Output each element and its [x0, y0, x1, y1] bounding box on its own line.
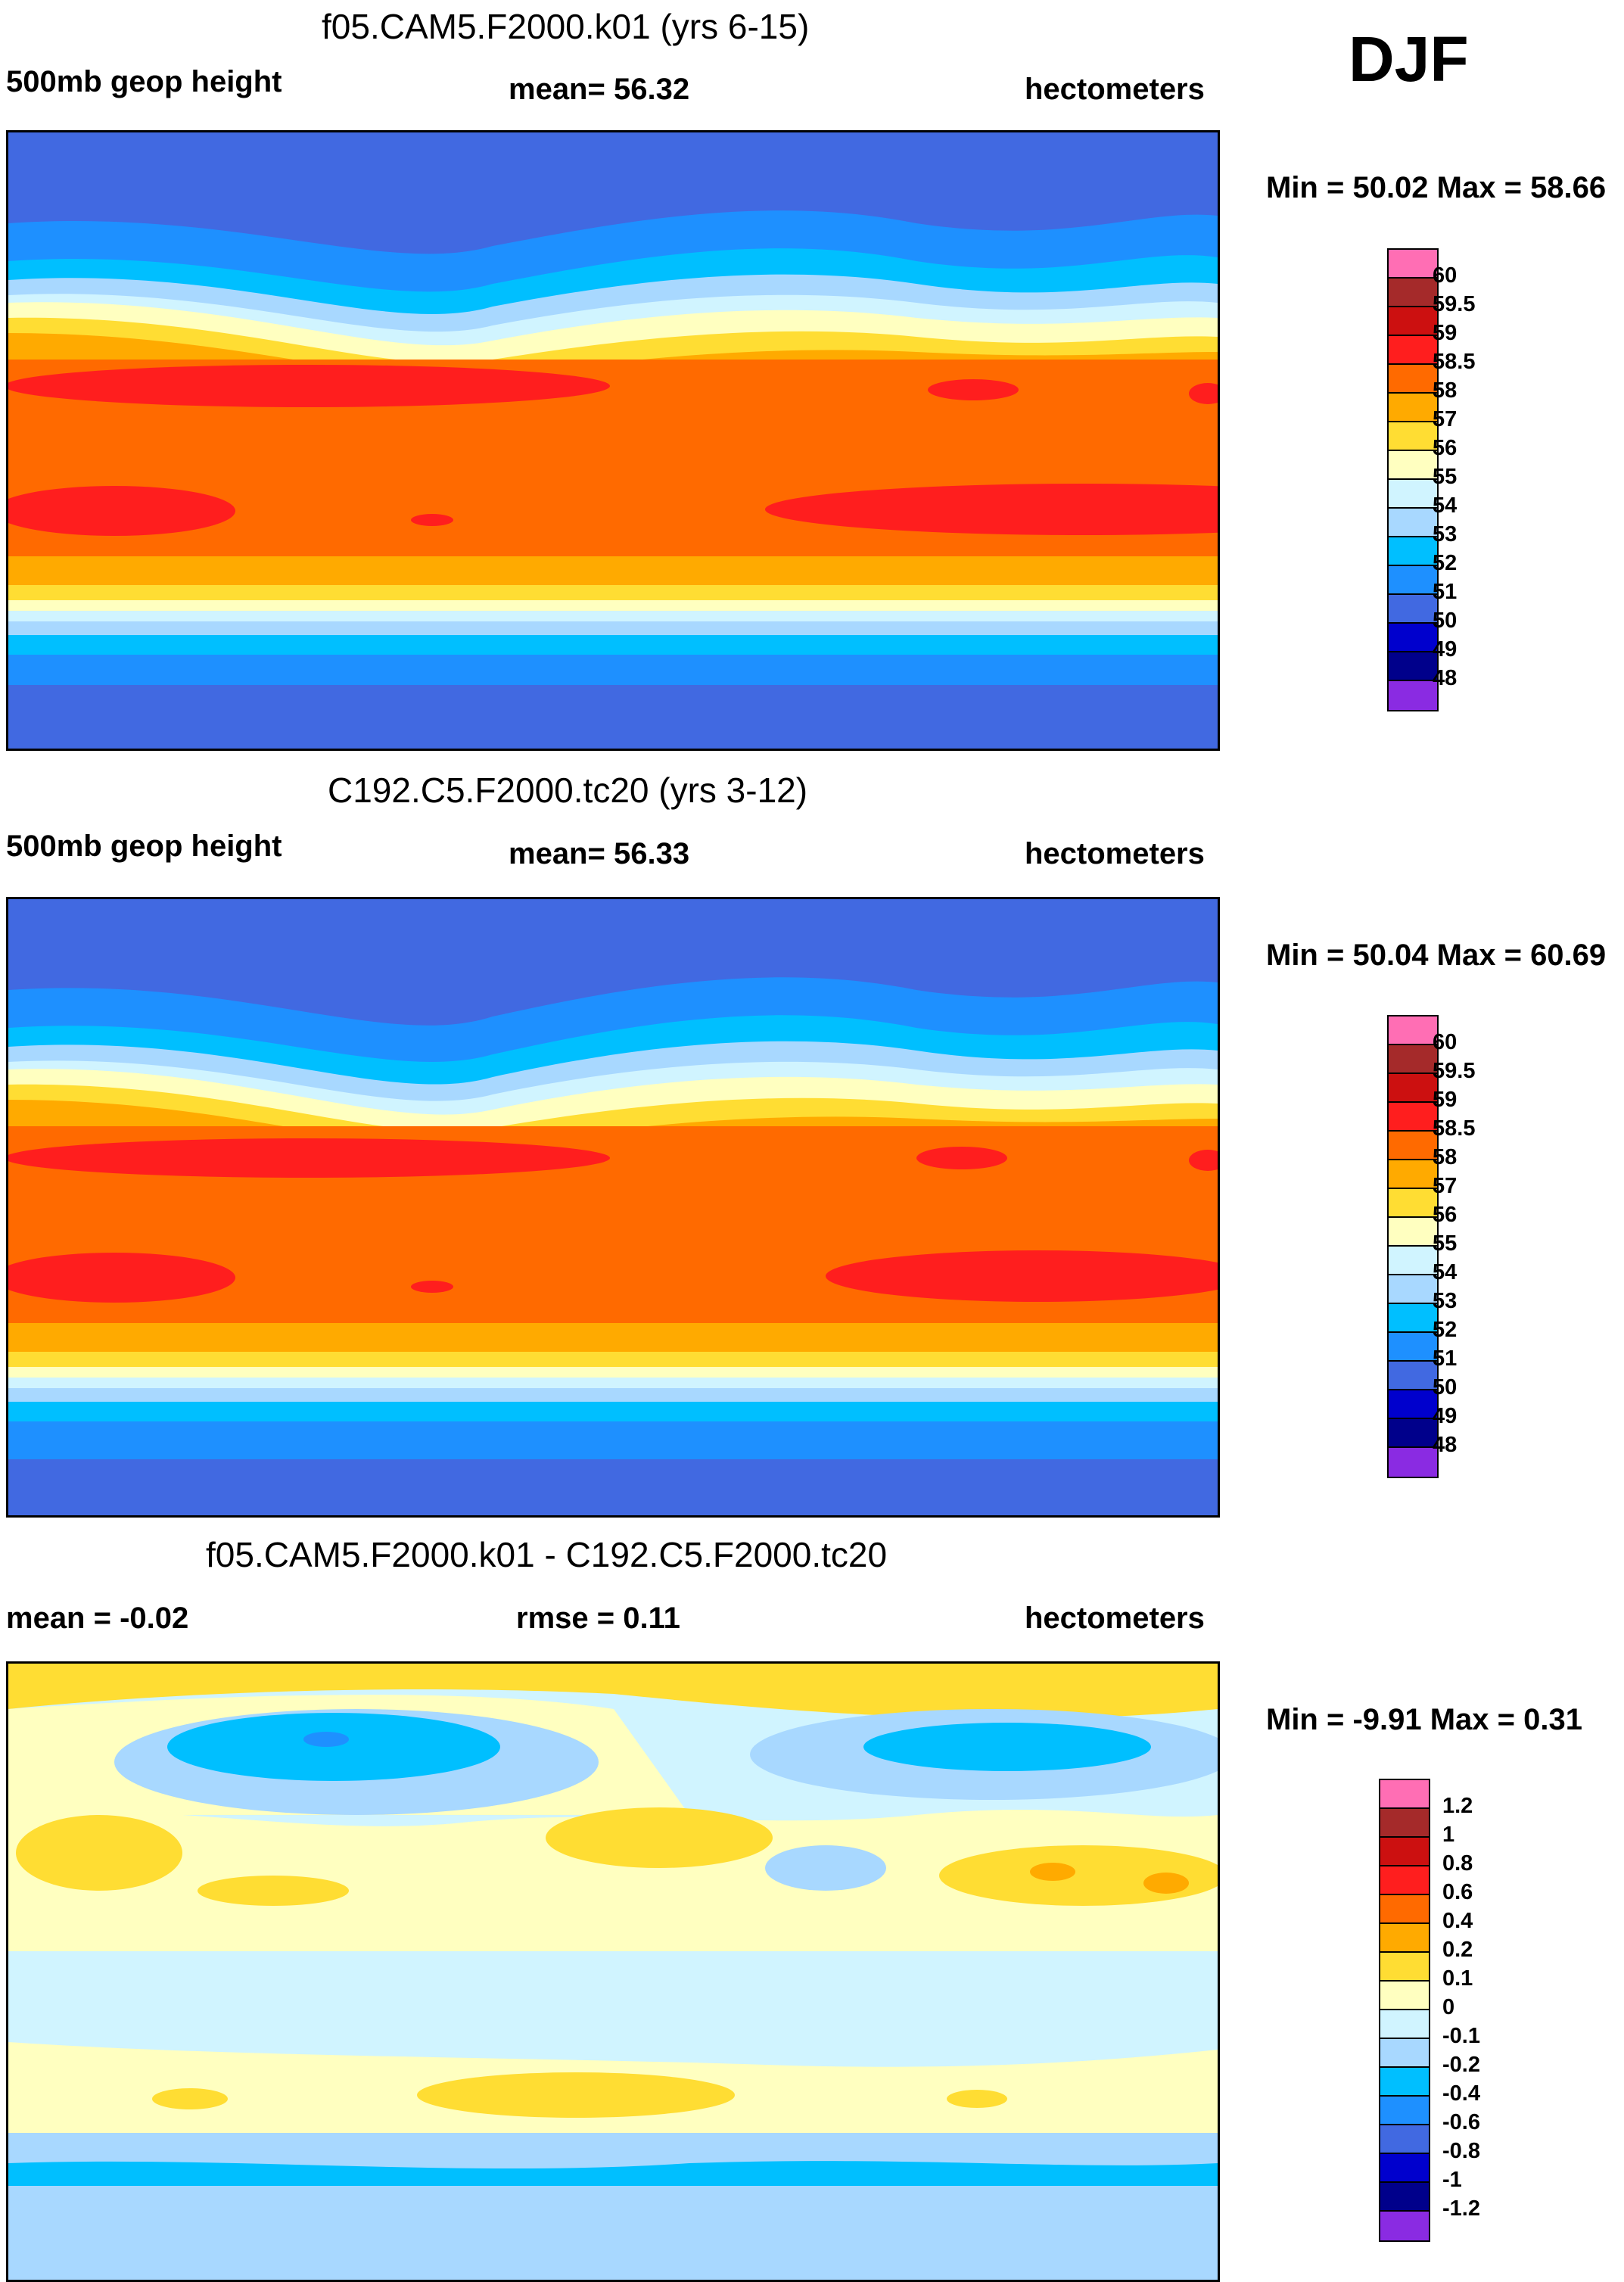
colorbar-label: 58 [1433, 1145, 1458, 1169]
colorbar-label: 59.5 [1433, 292, 1476, 316]
colorbar-label: 49 [1433, 637, 1458, 662]
colorbar-label: 48 [1433, 1433, 1458, 1457]
panel3-rmse: rmse = 0.11 [516, 1602, 680, 1635]
colorbar-label: 58.5 [1433, 1116, 1476, 1141]
panel2-mean: mean= 56.33 [509, 837, 690, 870]
colorbar-label: 0.4 [1442, 1909, 1473, 1933]
colorbar-label: 51 [1433, 1346, 1458, 1371]
panel1-colorbar [1387, 248, 1439, 711]
panel3-mean: mean = -0.02 [6, 1602, 189, 1635]
colorbar-label: -0.6 [1442, 2110, 1480, 2134]
panel2-map [6, 897, 1220, 1518]
colorbar-label: 54 [1433, 1260, 1458, 1284]
colorbar-label: -0.4 [1442, 2081, 1480, 2106]
colorbar-label: 59 [1433, 1088, 1458, 1112]
colorbar-label: 1.2 [1442, 1794, 1473, 1818]
colorbar-label: 0.1 [1442, 1966, 1473, 1991]
panel3-minmax: Min = -9.91 Max = 0.31 [1266, 1703, 1582, 1736]
colorbar-label: 60 [1433, 263, 1458, 288]
season-label: DJF [1349, 23, 1469, 95]
colorbar-label: -0.8 [1442, 2139, 1480, 2163]
colorbar-label: 54 [1433, 493, 1458, 518]
panel2-minmax: Min = 50.04 Max = 60.69 [1266, 939, 1607, 972]
panel2-colorbar [1387, 1015, 1439, 1478]
colorbar-label: 57 [1433, 1174, 1458, 1198]
panel3-colorbar [1379, 1779, 1430, 2242]
panel3-title: f05.CAM5.F2000.k01 - C192.C5.F2000.tc20 [206, 1535, 888, 1574]
colorbar-label: 60 [1433, 1030, 1458, 1054]
panel2-units: hectometers [1025, 837, 1205, 870]
colorbar-label: 53 [1433, 522, 1458, 546]
panel2-field-label: 500mb geop height [6, 830, 282, 863]
colorbar-label: 56 [1433, 1203, 1458, 1227]
colorbar-label: 0.6 [1442, 1880, 1473, 1904]
colorbar-label: 59.5 [1433, 1059, 1476, 1083]
colorbar-label: 57 [1433, 407, 1458, 431]
colorbar-label: -0.2 [1442, 2053, 1480, 2077]
panel1-title: f05.CAM5.F2000.k01 (yrs 6-15) [322, 7, 810, 46]
panel1-mean: mean= 56.32 [509, 73, 690, 106]
colorbar-label: 58.5 [1433, 350, 1476, 374]
colorbar-label: 52 [1433, 551, 1458, 575]
panel3-map [6, 1661, 1220, 2282]
colorbar-label: 55 [1433, 465, 1458, 489]
colorbar-label: -1 [1442, 2168, 1462, 2192]
colorbar-label: 56 [1433, 436, 1458, 460]
colorbar-label: -1.2 [1442, 2196, 1480, 2221]
colorbar-label: 49 [1433, 1404, 1458, 1428]
colorbar-label: 51 [1433, 580, 1458, 604]
colorbar-label: 52 [1433, 1318, 1458, 1342]
panel2-title: C192.C5.F2000.tc20 (yrs 3-12) [328, 771, 808, 810]
panel1-units: hectometers [1025, 73, 1205, 106]
panel3-units: hectometers [1025, 1602, 1205, 1635]
colorbar-label: -0.1 [1442, 2024, 1480, 2048]
colorbar-label: 0.2 [1442, 1938, 1473, 1962]
colorbar-label: 0 [1442, 1995, 1455, 2019]
colorbar-label: 55 [1433, 1231, 1458, 1256]
colorbar-label: 1 [1442, 1823, 1455, 1847]
panel1-map [6, 130, 1220, 751]
panel1-field-label: 500mb geop height [6, 65, 282, 98]
colorbar-label: 48 [1433, 666, 1458, 690]
colorbar-label: 58 [1433, 378, 1458, 403]
colorbar-label: 0.8 [1442, 1851, 1473, 1876]
panel1-minmax: Min = 50.02 Max = 58.66 [1266, 171, 1607, 204]
colorbar-label: 53 [1433, 1289, 1458, 1313]
colorbar-label: 50 [1433, 609, 1458, 633]
colorbar-label: 59 [1433, 321, 1458, 345]
colorbar-label: 50 [1433, 1375, 1458, 1399]
